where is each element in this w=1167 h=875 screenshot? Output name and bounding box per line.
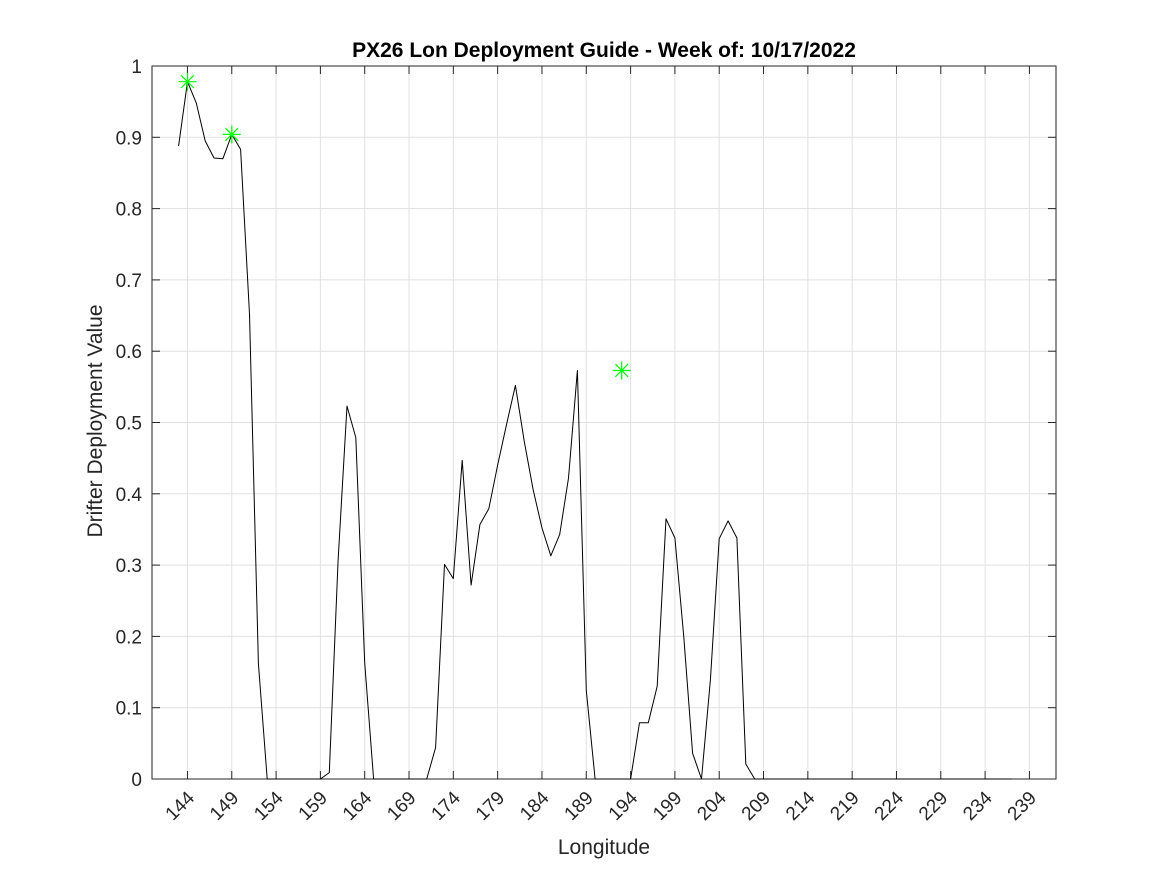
chart-title: PX26 Lon Deployment Guide - Week of: 10/… [352,39,856,62]
star-marker [178,72,197,91]
star-marker [222,125,241,144]
x-axis-label: Longitude [558,836,650,859]
y-tick-label: 0.1 [116,699,142,720]
highlight-markers [178,72,631,380]
y-tick-label: 0 [131,770,142,791]
series [178,81,1012,780]
y-tick-label: 0.2 [116,627,142,648]
series-line [178,81,1012,780]
y-tick-label: 0.3 [116,556,142,577]
y-tick-label: 0.9 [116,128,142,149]
y-tick-label: 0.6 [116,342,142,363]
y-tick-label: 0.8 [116,200,142,221]
y-tick-label: 0.5 [116,414,142,435]
y-axis-label: Drifter Deployment Value [84,304,107,537]
star-marker [612,361,631,380]
y-tick-label: 1 [131,57,142,78]
y-tick-label: 0.4 [116,485,143,506]
y-tick-label: 0.7 [116,271,142,292]
